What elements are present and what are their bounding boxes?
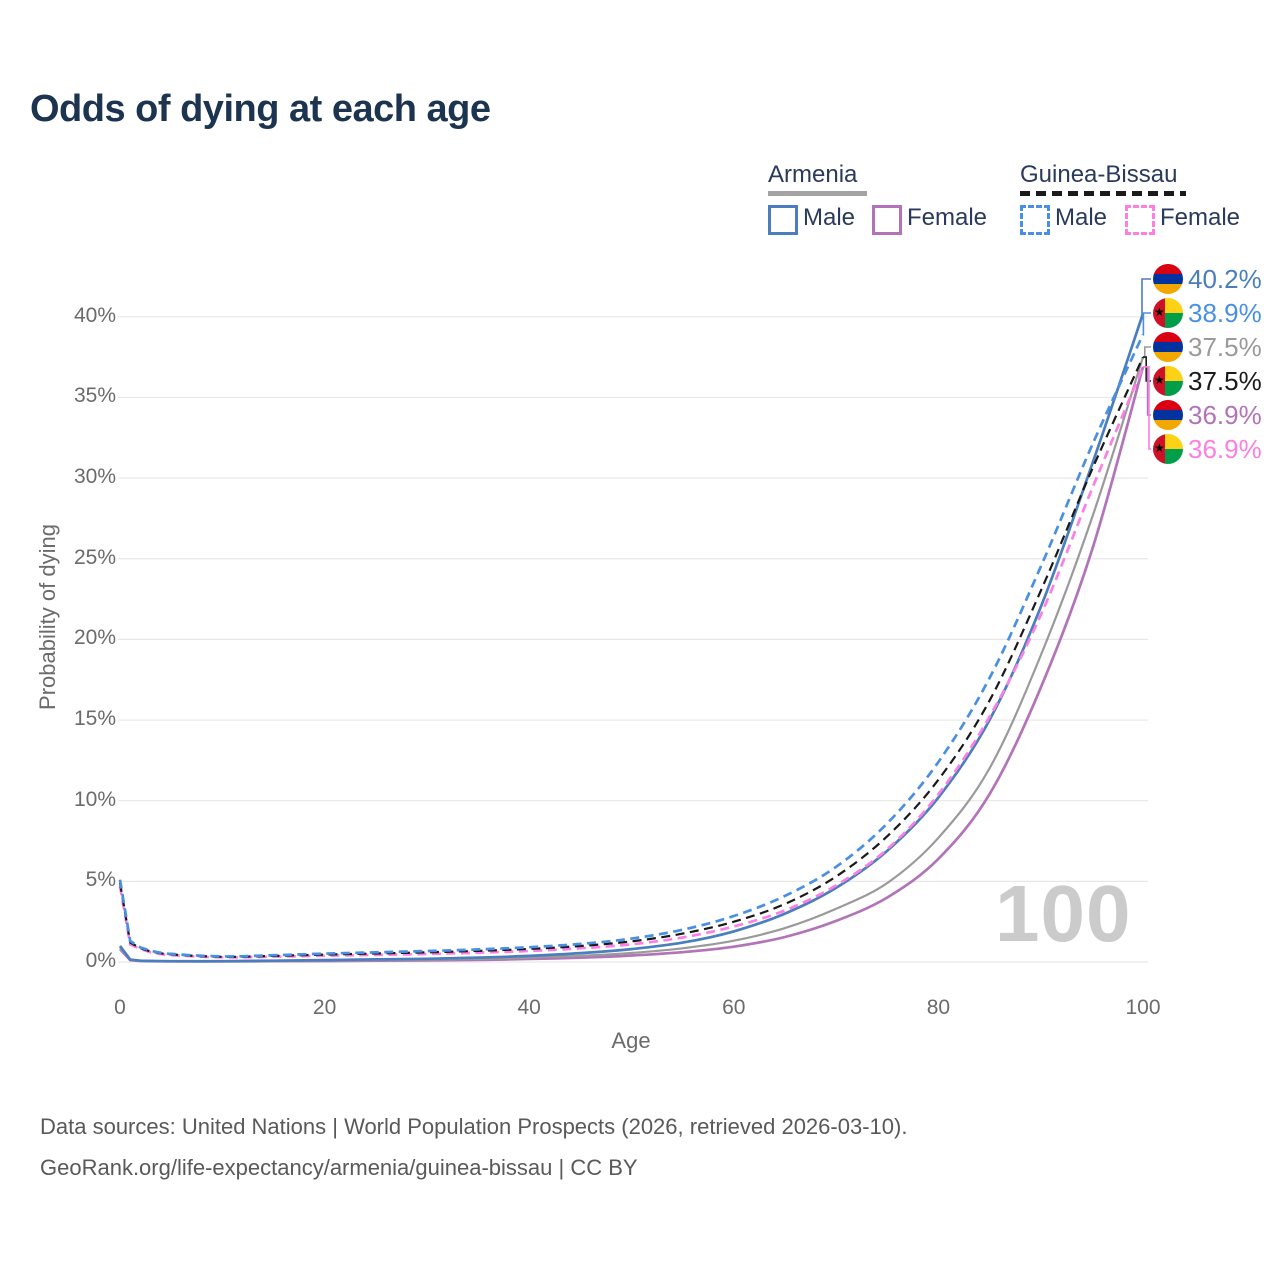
legend-checkbox-guinea-bissau-female[interactable] <box>1125 205 1155 235</box>
end-label-connector <box>1141 278 1151 315</box>
x-tick-label: 20 <box>312 996 337 1019</box>
y-tick-label: 20% <box>73 626 116 650</box>
y-tick-label: 15% <box>73 707 116 731</box>
series-end-value: 37.5% <box>1188 332 1262 362</box>
legend-checkbox-guinea-bissau-male[interactable] <box>1020 205 1050 235</box>
end-label-connector <box>1143 346 1151 358</box>
armenia-flag-icon <box>1153 400 1183 430</box>
series-line-armenia-female <box>119 366 1145 963</box>
guinea-bissau-flag-icon: ★ <box>1153 298 1183 328</box>
footer-sources: Data sources: United Nations | World Pop… <box>40 1114 908 1139</box>
legend-armenia-line-swatch <box>768 191 867 196</box>
legend-group-guinea-bissau: Guinea-Bissau <box>1020 161 1178 188</box>
guinea-bissau-flag-icon: ★ <box>1153 366 1183 396</box>
legend-label-armenia-male[interactable]: Male <box>803 204 856 231</box>
star-icon: ★ <box>1154 305 1165 319</box>
series-line-armenia-both-sexes <box>119 356 1145 963</box>
series-line-armenia-male <box>118 313 1145 963</box>
legend-checkbox-armenia-male[interactable] <box>768 205 798 235</box>
x-tick-label: 0 <box>114 996 126 1019</box>
end-label-connector <box>1143 366 1151 450</box>
footer: Data sources: United Nations | World Pop… <box>40 1106 907 1188</box>
page-title: Odds of dying at each age <box>30 88 491 130</box>
y-tick-label: 40% <box>73 303 116 327</box>
legend-checkbox-armenia-female[interactable] <box>872 205 902 235</box>
legend-label-armenia-female[interactable]: Female <box>907 204 988 231</box>
y-tick-label: 0% <box>85 949 116 972</box>
y-tick-label: 25% <box>73 545 116 569</box>
legend-label-guinea-bissau-male[interactable]: Male <box>1055 204 1108 231</box>
series-line-guinea-bissau-both-sexes <box>118 356 1145 958</box>
series-end-value: 38.9% <box>1188 298 1262 328</box>
y-tick-label: 35% <box>73 384 116 408</box>
x-tick-label: 100 <box>1125 996 1161 1019</box>
series-end-value: 36.9% <box>1188 400 1262 430</box>
series-line-guinea-bissau-male <box>118 333 1145 958</box>
age-watermark: 100 <box>995 869 1132 958</box>
series-end-value: 40.2% <box>1188 264 1262 294</box>
end-label-connector <box>1142 312 1151 336</box>
series-end-value: 36.9% <box>1188 434 1262 464</box>
armenia-flag-icon <box>1153 332 1183 362</box>
armenia-flag-icon <box>1153 264 1183 294</box>
series-line-guinea-bissau-female <box>118 366 1145 959</box>
legend-label-guinea-bissau-female[interactable]: Female <box>1160 204 1241 231</box>
legend-guinea-bissau-line-swatch <box>1020 191 1186 196</box>
y-tick-label: 30% <box>73 465 116 489</box>
footer-url: GeoRank.org/life-expectancy/armenia/guin… <box>40 1155 638 1180</box>
guinea-bissau-flag-icon: ★ <box>1153 434 1183 464</box>
y-tick-label: 5% <box>85 868 116 892</box>
series-end-value: 37.5% <box>1188 366 1262 396</box>
x-tick-label: 40 <box>517 996 541 1019</box>
y-tick-label: 10% <box>73 787 116 811</box>
x-tick-label: 60 <box>722 996 746 1019</box>
legend-group-armenia: Armenia <box>768 161 858 188</box>
star-icon: ★ <box>1154 373 1165 387</box>
x-axis-title: Age <box>611 1028 651 1053</box>
star-icon: ★ <box>1154 441 1165 455</box>
x-tick-label: 80 <box>926 996 951 1019</box>
